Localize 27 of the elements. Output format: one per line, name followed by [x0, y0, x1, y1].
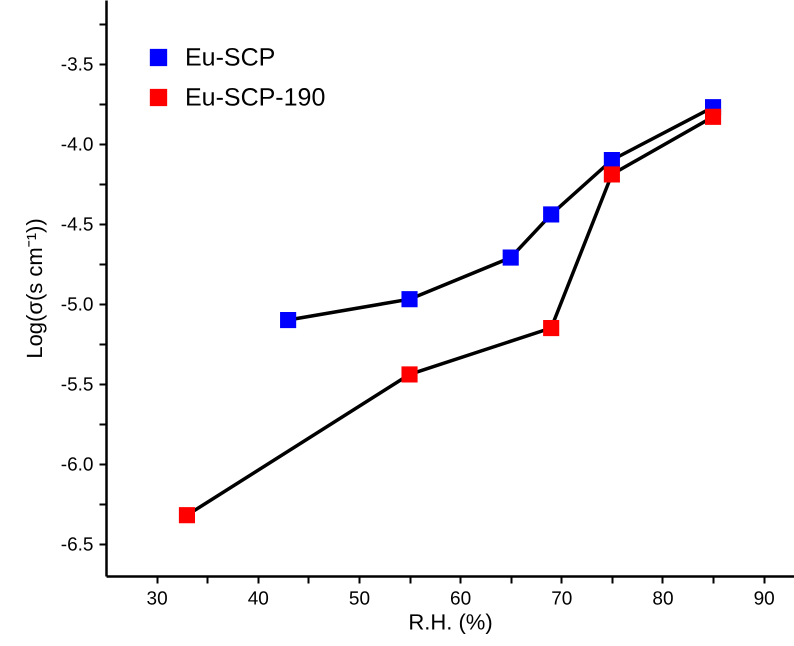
y-tick-label: -5.5: [60, 374, 94, 396]
y-tick-label: -3.5: [60, 54, 94, 76]
point: [401, 366, 418, 382]
y-tick-label: -6.5: [60, 534, 94, 556]
point: [401, 291, 418, 308]
point: [543, 206, 560, 222]
y-axis-title: Log(σ(s cm⁻¹)): [22, 218, 47, 359]
legend-label: Eu-SCP-190: [185, 84, 326, 112]
x-tick-label: 80: [652, 588, 674, 610]
x-tick-label: 50: [348, 588, 370, 610]
point: [178, 507, 196, 524]
x-tick-label: 60: [450, 588, 472, 610]
y-tick-label: -4.0: [60, 134, 94, 156]
y-tick-label: -6.0: [60, 454, 94, 476]
y-tick-label: -5.0: [60, 294, 94, 316]
x-tick-label: 30: [146, 588, 168, 610]
x-tick-label: 70: [551, 588, 572, 610]
x-axis-title: R.H. (%): [408, 610, 493, 634]
y-tick-label: -4.5: [60, 214, 94, 236]
legend-label: Eu-SCP: [185, 44, 276, 72]
point: [502, 250, 519, 266]
point: [543, 320, 560, 336]
point: [704, 108, 722, 125]
x-tick-label: 40: [248, 588, 269, 610]
point: [280, 312, 296, 328]
x-tick-label: 90: [754, 588, 775, 610]
point: [604, 166, 620, 182]
